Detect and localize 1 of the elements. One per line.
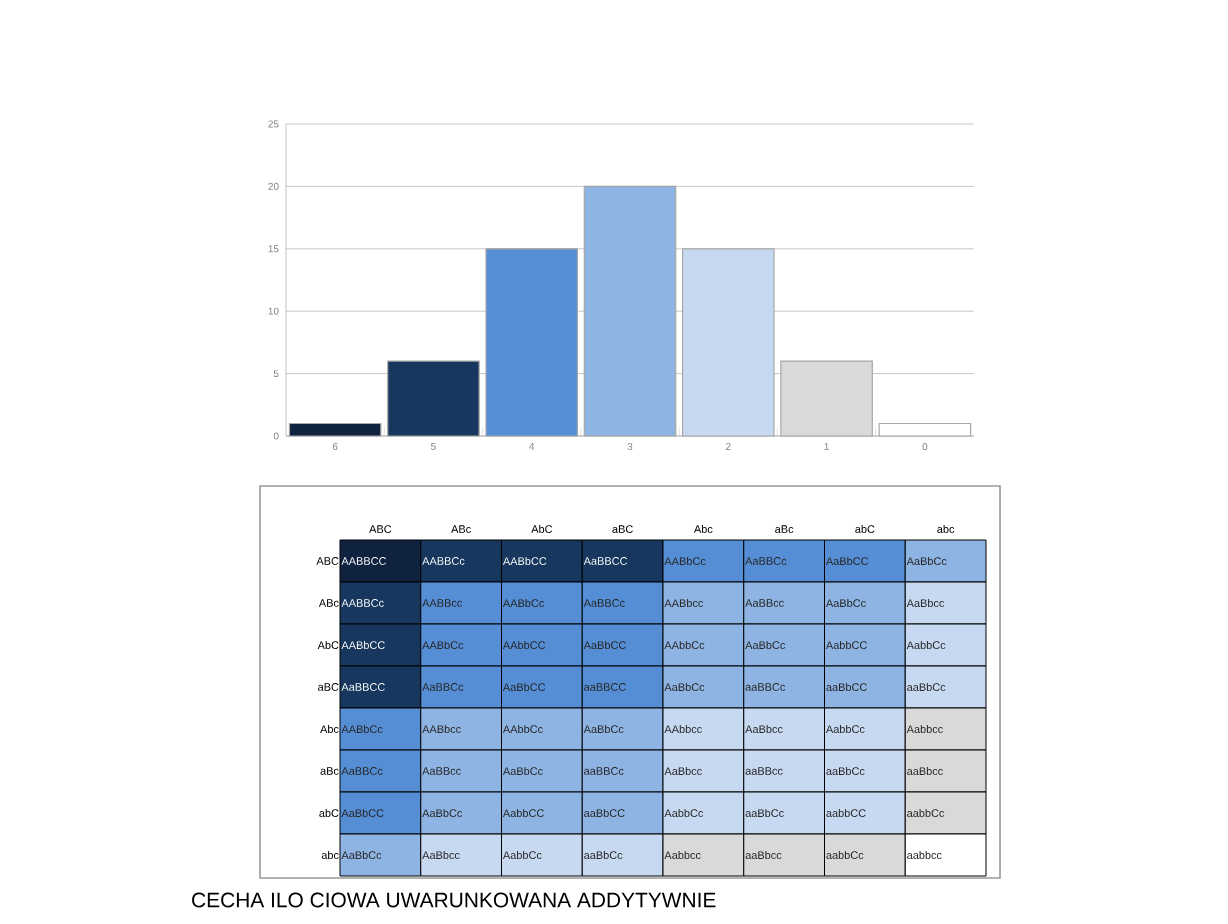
text: CECHA ILO CIOWA UWARUNKOWANA ADDYTYWNIE xyxy=(192,892,716,908)
